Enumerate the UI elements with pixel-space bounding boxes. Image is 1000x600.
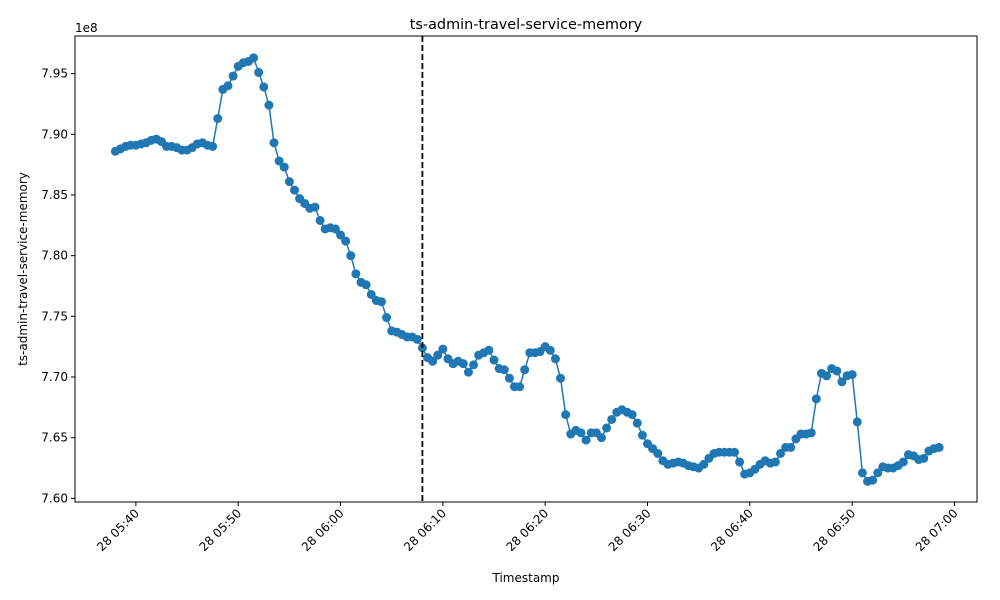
data-point — [458, 359, 468, 369]
data-point — [376, 297, 386, 307]
data-point — [279, 162, 289, 172]
data-point — [433, 350, 443, 360]
data-point — [806, 428, 816, 438]
data-point — [868, 475, 878, 485]
data-point — [607, 414, 617, 424]
data-point — [653, 448, 663, 458]
data-point — [770, 457, 780, 467]
chart-title: ts-admin-travel-service-memory — [410, 17, 643, 33]
data-point — [208, 141, 218, 151]
y-tick-label: 7.65 — [41, 431, 68, 445]
data-point — [310, 202, 320, 212]
data-point — [346, 251, 356, 261]
data-point — [837, 377, 847, 387]
data-point — [274, 156, 284, 166]
data-point — [484, 345, 494, 355]
y-tick-label: 7.90 — [41, 127, 68, 141]
data-point — [504, 373, 514, 383]
data-point — [412, 334, 422, 344]
y-tick-label: 7.80 — [41, 249, 68, 263]
data-point — [264, 100, 274, 110]
data-point — [469, 360, 479, 370]
data-point — [847, 370, 857, 380]
data-point — [627, 410, 637, 420]
data-point — [259, 82, 269, 92]
data-point — [515, 382, 525, 392]
data-point — [499, 365, 509, 375]
y-tick-label: 7.95 — [41, 67, 68, 81]
data-point — [249, 53, 259, 63]
data-point — [315, 215, 325, 225]
data-point — [269, 138, 279, 148]
data-point — [632, 418, 642, 428]
data-point — [489, 355, 499, 365]
data-point — [699, 459, 709, 469]
y-tick-label: 7.75 — [41, 309, 68, 323]
data-point — [581, 435, 591, 445]
data-point — [545, 345, 555, 355]
data-point — [254, 67, 264, 77]
data-point — [330, 224, 340, 234]
data-point — [366, 289, 376, 299]
data-point — [596, 433, 606, 443]
y-tick-label: 7.70 — [41, 370, 68, 384]
data-point — [550, 354, 560, 364]
data-point — [934, 442, 944, 452]
data-point — [284, 177, 294, 187]
data-point — [228, 71, 238, 81]
data-point — [637, 430, 647, 440]
data-point — [602, 423, 612, 433]
data-point — [341, 236, 351, 246]
data-point — [428, 356, 438, 366]
x-axis-label: Timestamp — [492, 571, 560, 585]
data-point — [213, 114, 223, 124]
data-point — [735, 457, 745, 467]
data-point — [776, 448, 786, 458]
data-point — [822, 371, 832, 381]
data-point — [438, 344, 448, 354]
data-point — [857, 468, 867, 478]
data-point — [811, 394, 821, 404]
data-point — [919, 453, 929, 463]
plot-frame — [74, 35, 978, 503]
data-point — [556, 373, 566, 383]
data-point — [729, 447, 739, 457]
data-point — [463, 367, 473, 377]
y-offset-label: 1e8 — [75, 21, 98, 35]
data-point — [361, 280, 371, 290]
data-point — [351, 269, 361, 279]
y-tick-label: 7.85 — [41, 188, 68, 202]
y-axis-label: ts-admin-travel-service-memory — [16, 172, 30, 366]
y-tick-label: 7.60 — [41, 491, 68, 505]
data-point — [898, 457, 908, 467]
data-point — [786, 442, 796, 452]
data-point — [520, 365, 530, 375]
data-point — [289, 185, 299, 195]
data-point — [561, 410, 571, 420]
data-point — [852, 417, 862, 427]
data-point — [576, 428, 586, 438]
data-point — [832, 366, 842, 376]
data-point — [873, 468, 883, 478]
data-point — [336, 230, 346, 240]
data-point — [382, 313, 392, 323]
data-point — [223, 81, 233, 91]
